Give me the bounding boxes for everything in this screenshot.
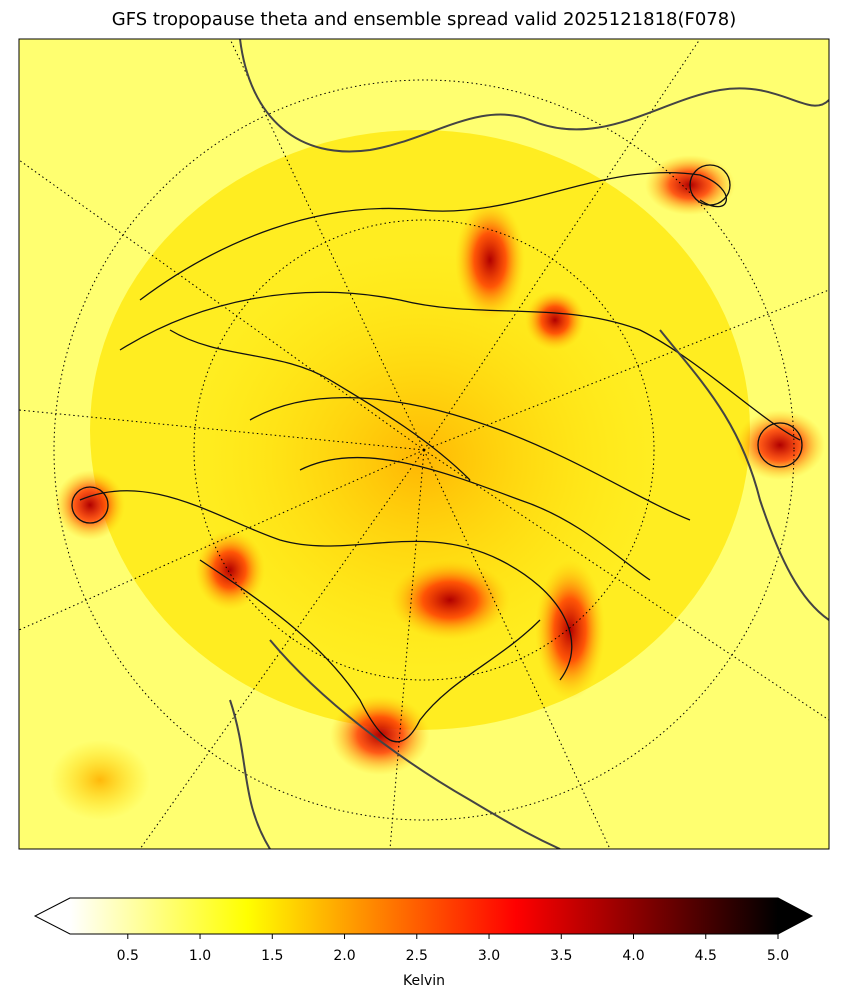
colorbar-tick-label: 3.0 — [478, 948, 500, 964]
colorbar-extend-low — [35, 898, 70, 934]
colorbar-tick-label: 4.5 — [695, 948, 717, 964]
colorbar-tick-label: 1.0 — [189, 948, 211, 964]
colorbar-label: Kelvin — [403, 973, 445, 989]
colorbar-tick-label: 3.5 — [550, 948, 572, 964]
map — [19, 39, 829, 849]
colorbar-tick-label: 2.5 — [406, 948, 428, 964]
colorbar-tick-label: 1.5 — [261, 948, 283, 964]
colorbar: 0.5 1.0 1.5 2.0 2.5 3.0 3.5 4.0 4.5 5.0 Kelvin — [33, 897, 814, 989]
title: GFS tropopause theta and ensemble spread… — [112, 9, 736, 30]
colorbar-tick-label: 2.0 — [333, 948, 355, 964]
colorbar-tick-label: 4.0 — [622, 948, 644, 964]
colorbar-bar — [70, 898, 778, 934]
colorbar-tick-label: 5.0 — [767, 948, 789, 964]
colorbar-tick-label: 0.5 — [117, 948, 139, 964]
colorbar-extend-high — [778, 898, 812, 934]
map-frame — [18, 38, 830, 850]
